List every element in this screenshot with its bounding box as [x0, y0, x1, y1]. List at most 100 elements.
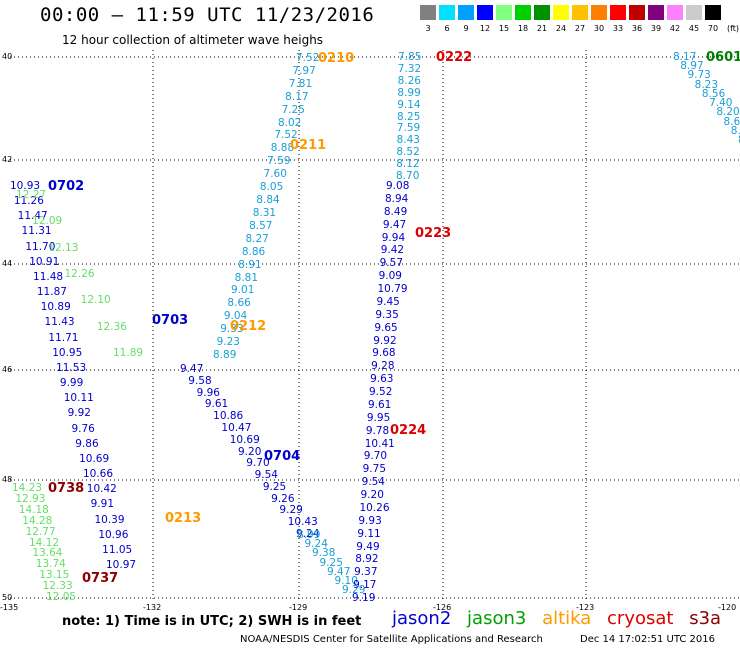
wave-height-value: 8.86: [241, 245, 266, 258]
scale-swatch: [667, 5, 683, 20]
wave-height-value: 12.26: [64, 268, 95, 280]
wave-height-value: 12.09: [32, 215, 63, 228]
wave-height-value: 12.27: [16, 189, 47, 201]
scale-tick-label: 27: [574, 24, 586, 33]
wave-height-value: 10.97: [106, 559, 137, 571]
pass-time-label: 0213: [165, 511, 202, 526]
page-subtitle: 12 hour collection of altimeter wave hei…: [62, 33, 324, 47]
wave-height-value: 11.89: [113, 347, 144, 359]
wave-height-value: 9.78: [365, 424, 390, 437]
wave-height-value: 9.91: [90, 498, 115, 511]
wave-height-value: 8.52: [396, 146, 420, 159]
latitude-label: 50: [2, 593, 13, 602]
wave-height-value: 11.47: [17, 210, 48, 223]
wave-height-value: 9.58: [188, 374, 212, 387]
pass-time-label: 0211: [290, 138, 327, 153]
wave-height-value: 8.56: [701, 87, 726, 100]
wave-height-value: 9.11: [357, 527, 381, 540]
wave-height-value: 10.39: [94, 513, 125, 526]
wave-height-value: 13.74: [35, 558, 66, 571]
wave-height-value: 9.54: [254, 469, 278, 482]
wave-height-value: 8.27: [245, 232, 269, 245]
wave-height-value: 7.52: [274, 129, 298, 142]
scale-swatch: [610, 5, 626, 20]
scale-tick-label: 30: [593, 24, 605, 33]
scale-tick-label: 21: [536, 24, 548, 33]
wave-height-value: 11.43: [44, 316, 75, 329]
wave-height-value: 9.08: [386, 180, 410, 192]
wave-height-value: 8.02: [277, 116, 302, 129]
units-note: note: 1) Time is in UTC; 2) SWH is in fe…: [62, 614, 362, 629]
latitude-label: 44: [2, 259, 13, 268]
wave-height-value: 8.66: [227, 297, 251, 310]
wave-height-value: 8.63: [723, 115, 740, 128]
wave-height-value: 9.26: [271, 492, 295, 505]
pass-time-label: 0702: [48, 179, 85, 194]
wave-height-value: 9.61: [204, 398, 229, 411]
scale-swatch: [515, 5, 531, 20]
wave-height-value: 9.04: [223, 310, 248, 323]
satellite-legend: jason2 jason3 altika cryosat s3a: [392, 608, 731, 629]
wave-height-value: 11.48: [33, 270, 64, 283]
wave-height-value: 7.85: [398, 51, 422, 63]
scale-tick-label: 9: [463, 24, 469, 33]
wave-height-value: 14.12: [29, 536, 60, 549]
wave-height-value: 10.93: [10, 180, 41, 192]
wave-height-value: 8.20: [716, 106, 740, 119]
wave-height-value: 13.15: [39, 569, 70, 582]
wave-height-value: 10.69: [79, 452, 110, 465]
wave-height-value: 7.52: [296, 52, 320, 64]
longitude-label: -135: [0, 603, 19, 612]
longitude-label: -129: [289, 603, 308, 612]
wave-height-value: 9.14: [397, 98, 421, 111]
wave-height-value: 7.25: [281, 103, 305, 116]
wave-height-value: 12.13: [48, 241, 79, 254]
wave-height-value: 8.25: [397, 110, 421, 123]
wave-height-value: 9.73: [687, 69, 711, 82]
wave-height-value: 8.9: [730, 124, 740, 137]
wave-height-value: 12.77: [25, 525, 56, 538]
wave-height-value: 11.53: [56, 361, 87, 374]
wave-height-value: 10.47: [221, 421, 252, 434]
wave-height-value: 7.59: [396, 122, 421, 135]
wave-height-value: 9.86: [75, 437, 99, 450]
wave-height-value: 9.19: [352, 592, 376, 604]
wave-height-value: 9.38: [312, 547, 336, 560]
pass-time-label: 0704: [264, 449, 301, 464]
wave-height-value: 9.25: [262, 480, 287, 493]
scale-swatch: [458, 5, 474, 20]
wave-height-value: 12.93: [15, 492, 46, 505]
scale-unit-label: (ft): [727, 24, 740, 33]
generated-timestamp: Dec 14 17:02:51 UTC 2016: [580, 634, 715, 645]
wave-height-value: 10.91: [29, 255, 60, 268]
scale-tick-label: 42: [669, 24, 681, 33]
wave-height-value: 8.88: [270, 142, 295, 155]
wave-height-value: 9.28: [371, 360, 395, 373]
wave-height-value: 9.94: [381, 231, 406, 244]
longitude-label: -123: [576, 603, 595, 612]
pass-time-label: 0738: [48, 481, 85, 496]
wave-height-value: 11.26: [13, 195, 44, 208]
wave-height-value: 8.70: [396, 170, 420, 182]
latitude-label: 40: [2, 52, 13, 61]
wave-height-value: 9.24: [304, 538, 328, 551]
wave-height-value: 8.81: [234, 271, 259, 284]
pass-time-label: 0703: [152, 313, 189, 328]
wave-height-value: 10.42: [86, 483, 117, 496]
wave-height-value: 8: [738, 135, 740, 146]
wave-height-value: 7.97: [292, 64, 316, 77]
scale-swatch: [477, 5, 493, 20]
scale-swatch: [705, 5, 721, 20]
wave-height-value: 10.95: [52, 346, 83, 359]
wave-height-value: 9.57: [379, 257, 404, 270]
wave-height-value: 9.49: [356, 540, 380, 553]
wave-height-value: 10.96: [98, 528, 129, 541]
wave-height-value: 11.87: [36, 286, 67, 299]
wave-height-value: 7.40: [709, 97, 733, 110]
wave-height-value: 8.31: [252, 206, 277, 219]
scale-tick-label: 15: [498, 24, 510, 33]
wave-height-value: 9.92: [373, 334, 397, 347]
wave-height-value: 8.05: [259, 181, 284, 194]
scale-tick-label: 70: [707, 24, 719, 33]
scale-swatch: [534, 5, 550, 20]
